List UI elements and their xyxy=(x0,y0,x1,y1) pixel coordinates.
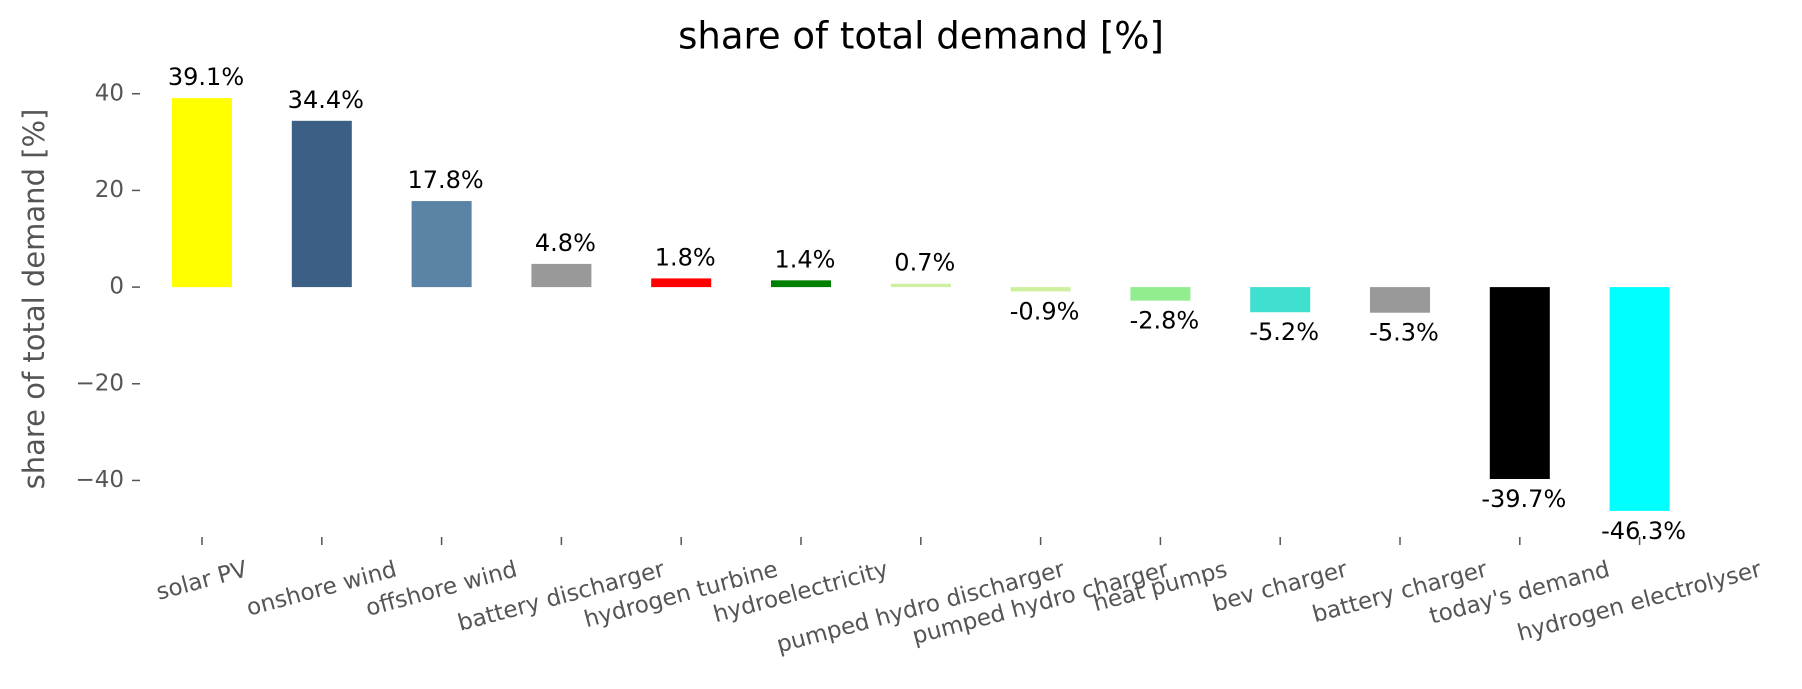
value-label: 17.8% xyxy=(407,166,483,194)
bar xyxy=(411,201,472,288)
y-tick-label: 0 xyxy=(109,274,124,300)
y-tick-label: 40 xyxy=(95,80,124,106)
bar xyxy=(172,98,232,288)
bar xyxy=(1489,287,1550,479)
value-label: -2.8% xyxy=(1130,307,1200,335)
y-tick-label: −20 xyxy=(75,370,124,396)
value-label: 34.4% xyxy=(288,86,364,114)
value-label: 39.1% xyxy=(168,63,244,91)
value-label: -0.9% xyxy=(1010,297,1080,325)
chart-title: share of total demand [%] xyxy=(678,15,1164,58)
bar xyxy=(890,283,951,288)
y-tick-label: 20 xyxy=(95,177,124,203)
value-label: -5.3% xyxy=(1369,319,1439,347)
bar xyxy=(1370,287,1430,313)
bar xyxy=(651,278,712,288)
value-label: -46.3% xyxy=(1601,517,1686,545)
bar xyxy=(1609,287,1670,511)
x-tick-label: solar PV xyxy=(154,556,251,605)
bar xyxy=(771,280,831,288)
value-label: 0.7% xyxy=(894,249,955,277)
y-tick-label: −40 xyxy=(75,467,124,493)
value-label: -39.7% xyxy=(1481,485,1566,513)
bar xyxy=(531,263,592,288)
bar xyxy=(291,120,352,288)
value-label: 1.8% xyxy=(655,243,716,271)
bar xyxy=(1250,287,1311,313)
value-label: 4.8% xyxy=(535,229,596,257)
bar xyxy=(1010,287,1071,292)
bar xyxy=(1130,287,1191,301)
value-label: -5.2% xyxy=(1249,318,1319,346)
y-axis-label: share of total demand [%] xyxy=(17,109,51,490)
value-label: 1.4% xyxy=(775,245,836,273)
